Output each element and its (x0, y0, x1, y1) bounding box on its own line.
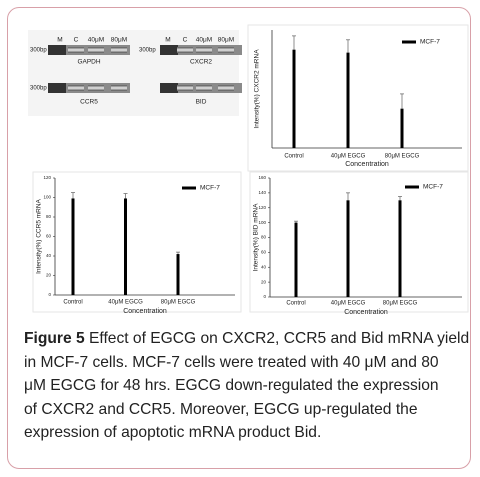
legend-label: MCF-7 (423, 184, 443, 191)
bar (292, 49, 296, 148)
gel-background (28, 30, 239, 116)
marker-label: 300bp (30, 86, 47, 92)
gel-marker-lane (160, 45, 178, 55)
y-tick-label: 80 (261, 235, 267, 240)
gel-band (196, 85, 212, 91)
y-tick-label: 40 (261, 264, 267, 269)
gel-band (218, 85, 234, 91)
y-tick-label: 20 (261, 279, 267, 284)
caption-label: Figure 5 (24, 330, 85, 347)
gel-marker-lane (48, 83, 66, 93)
y-tick-label: 60 (46, 234, 52, 239)
y-axis-label: Intensity(%) BID mRNA (253, 203, 260, 272)
caption-text: of CXCR2 and CCR5. Moreover, EGCG up-reg… (24, 400, 418, 418)
lane-label: M (165, 37, 170, 44)
y-tick-label: 140 (258, 190, 266, 195)
legend-swatch (402, 40, 416, 44)
lane-label: 80μM (218, 37, 234, 44)
y-axis-label: Intensity(%) CXCR2 mRNA (254, 49, 261, 129)
bar (176, 254, 180, 295)
gene-label: GAPDH (77, 59, 100, 66)
x-tick-label: 40μM EGCG (108, 300, 143, 306)
caption-line: Figure 5 Effect of EGCG on CXCR2, CCR5 a… (24, 327, 469, 351)
caption-line: in MCF-7 cells. MCF-7 cells were treated… (24, 351, 469, 375)
lane-label: 40μM (88, 37, 104, 44)
lane-label: C (74, 37, 79, 44)
y-tick-label: 60 (261, 250, 267, 255)
y-tick-label: 0 (48, 292, 51, 297)
chart-frame (247, 24, 469, 172)
caption-line: of CXCR2 and CCR5. Moreover, EGCG up-reg… (24, 398, 469, 422)
bar (346, 200, 350, 297)
caption-line: μM EGCG for 48 hrs. EGCG down-regulated … (24, 374, 469, 398)
gel-band (177, 85, 193, 91)
legend-label: MCF-7 (200, 185, 220, 192)
caption-text: in MCF-7 cells. MCF-7 cells were treated… (24, 353, 439, 371)
x-tick-label: Control (286, 301, 305, 307)
gel-band (196, 47, 212, 53)
legend-label: MCF-7 (420, 39, 440, 46)
gel-marker-lane (160, 83, 178, 93)
lane-label: C (183, 37, 188, 44)
bar (398, 200, 402, 297)
lane-label: 80μM (111, 37, 127, 44)
y-tick-label: 20 (46, 273, 52, 278)
x-tick-label: 40μM EGCG (331, 154, 366, 160)
gene-label: CCR5 (80, 99, 98, 106)
marker-label: 300bp (30, 48, 47, 54)
caption: Figure 5 Effect of EGCG on CXCR2, CCR5 a… (24, 327, 469, 445)
gel-band (88, 47, 104, 53)
x-axis-label: Concentration (345, 161, 389, 168)
lane-label: 40μM (196, 37, 212, 44)
caption-text: expression of apoptotic mRNA product Bid… (24, 424, 322, 441)
y-axis-label: Intensity(%) CCR5 mRNA (36, 198, 43, 273)
bar (400, 108, 404, 148)
x-axis-label: Concentration (344, 309, 388, 316)
bar (124, 198, 127, 295)
x-tick-label: 80μM EGCG (383, 301, 418, 307)
x-tick-label: 80μM EGCG (161, 300, 196, 306)
y-tick-label: 40 (46, 253, 52, 258)
x-tick-label: 80μM EGCG (385, 154, 420, 160)
gel-band (111, 85, 127, 91)
gel-band (68, 85, 84, 91)
caption-text: μM EGCG for 48 hrs. EGCG down-regulated … (24, 377, 439, 394)
x-axis-label: Concentration (123, 308, 167, 315)
gel-marker-lane (48, 45, 66, 55)
chart-frame (249, 171, 469, 313)
gel-band (111, 47, 127, 53)
gel-band (177, 47, 193, 53)
legend-swatch (182, 186, 196, 190)
lane-label: M (57, 37, 62, 44)
gel-band (68, 47, 84, 53)
y-tick-label: 80 (46, 214, 52, 219)
x-tick-label: 40μM EGCG (331, 301, 366, 307)
y-tick-label: 120 (258, 205, 266, 210)
gel-band (218, 47, 234, 53)
gel-band (88, 85, 104, 91)
marker-label: 300bp (139, 48, 156, 54)
y-tick-label: 100 (258, 220, 266, 225)
caption-text: Effect of EGCG on CXCR2, CCR5 and Bid mR… (89, 330, 470, 347)
y-tick-label: 100 (43, 195, 51, 200)
y-tick-label: 120 (43, 175, 51, 180)
y-tick-label: 160 (258, 175, 266, 180)
caption-line: expression of apoptotic mRNA product Bid… (24, 421, 469, 445)
bar (294, 222, 298, 297)
gene-label: CXCR2 (190, 59, 212, 66)
legend-swatch (405, 185, 419, 189)
bar (71, 198, 75, 295)
x-tick-label: Control (284, 154, 303, 160)
chart-frame (32, 171, 242, 313)
figure-frame (7, 7, 471, 469)
bar (346, 52, 350, 148)
x-tick-label: Control (63, 300, 82, 306)
y-tick-label: 0 (263, 294, 266, 299)
gene-label: BID (196, 99, 207, 106)
